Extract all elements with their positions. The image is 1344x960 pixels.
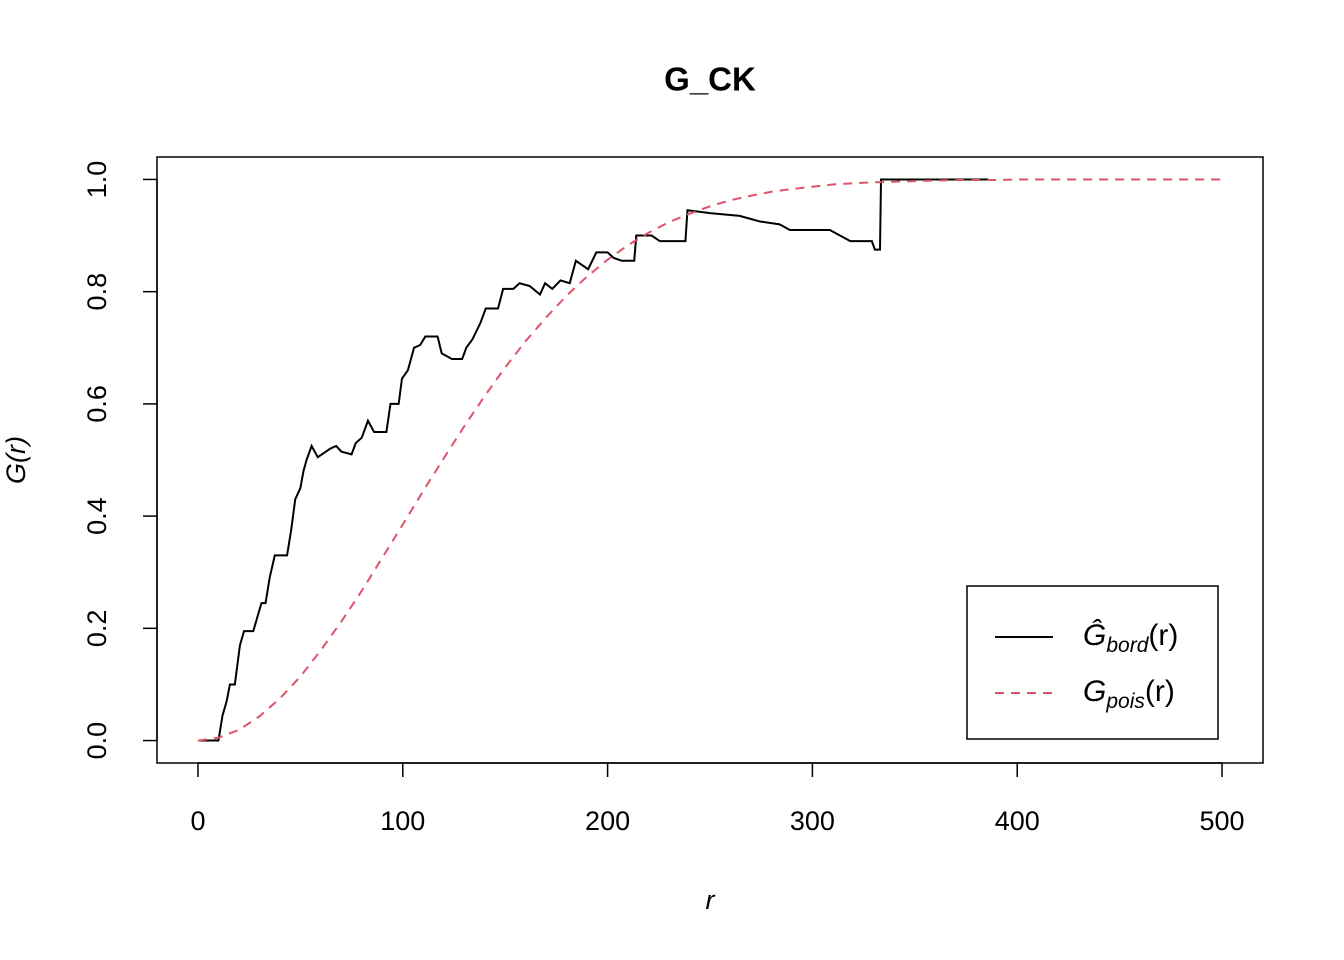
x-axis-label: r [706,885,716,915]
series-line [197,178,989,742]
y-tick-label: 0.2 [82,610,112,648]
x-tick-label: 400 [995,806,1040,836]
y-tick-label: 0.4 [82,497,112,535]
legend-box [966,585,1219,740]
chart-title: G_CK [664,61,756,98]
y-tick-label: 0.0 [82,722,112,760]
x-tick-label: 0 [190,806,205,836]
x-tick-label: 100 [380,806,425,836]
y-tick-label: 0.6 [82,385,112,423]
y-axis-label: G(r) [1,436,31,484]
x-tick-label: 300 [790,806,835,836]
x-tick-label: 500 [1200,806,1245,836]
legend-label: Gpois(r) [1083,675,1175,713]
y-tick-label: 1.0 [82,161,112,199]
y-tick-label: 0.8 [82,273,112,311]
series-line [197,178,1223,742]
x-tick-label: 200 [585,806,630,836]
legend-label: Ĝbord(r) [1083,618,1178,657]
